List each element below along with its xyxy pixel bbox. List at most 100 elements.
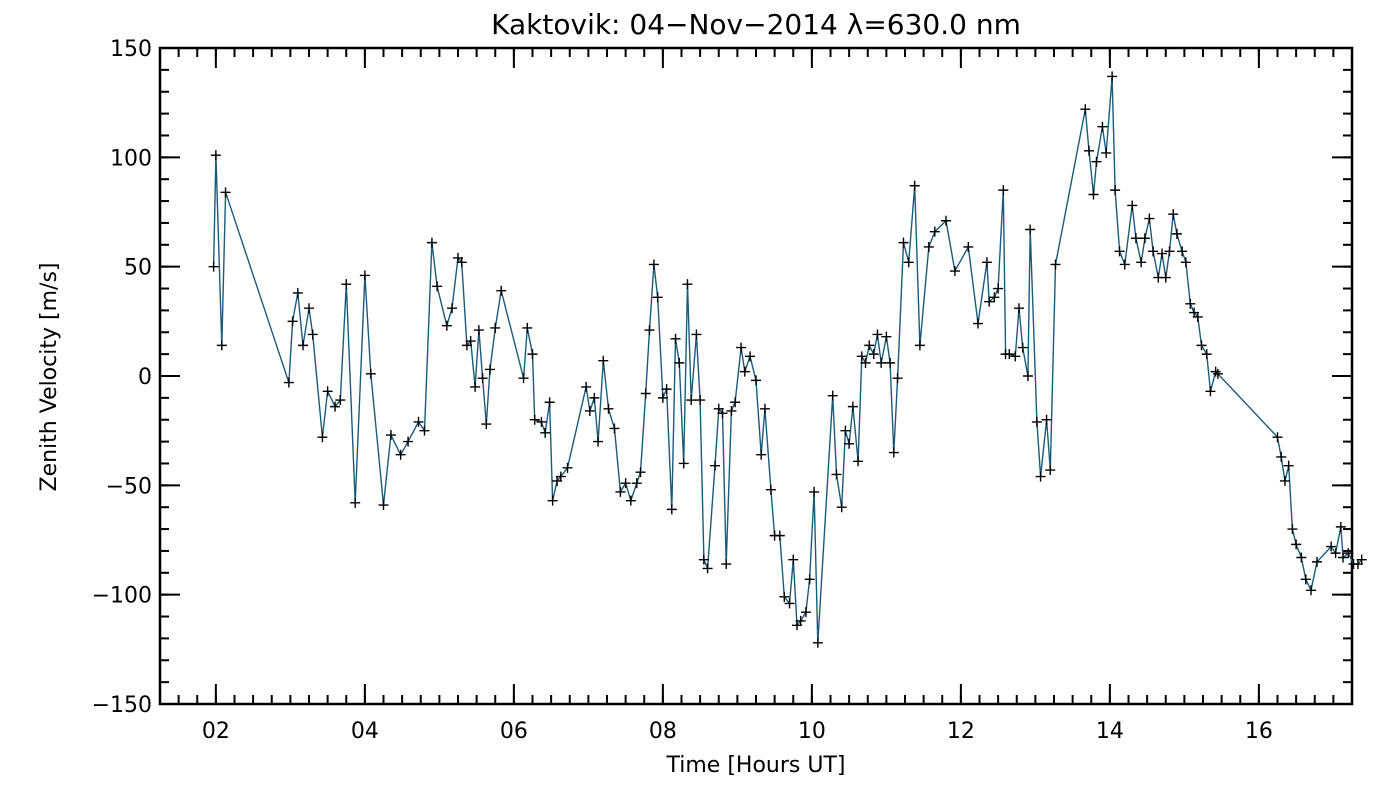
data-point-marker [598, 355, 609, 366]
data-point-marker [1022, 371, 1033, 381]
data-point-marker [1343, 548, 1354, 559]
data-point-marker [581, 381, 592, 392]
data-point-marker [441, 320, 452, 331]
data-point-marker [702, 563, 713, 574]
data-point-marker [635, 467, 646, 478]
data-point-marker [888, 447, 899, 458]
data-point-marker [795, 615, 806, 626]
data-point-marker [518, 373, 529, 384]
data-point-marker [477, 373, 488, 384]
data-point-marker [1356, 554, 1367, 565]
data-point-marker [1013, 303, 1024, 314]
data-point-marker [562, 462, 573, 473]
data-point-marker [691, 329, 702, 340]
data-point-marker [631, 478, 642, 489]
data-point-marker [216, 340, 227, 351]
data-point-marker [456, 257, 467, 268]
data-point-marker [1306, 585, 1317, 596]
data-point-marker [378, 500, 389, 511]
data-point-marker [1210, 366, 1221, 377]
data-point-marker [695, 395, 706, 406]
data-point-marker [698, 554, 709, 565]
data-point-marker [584, 405, 595, 416]
x-tick-label: 06 [500, 719, 528, 744]
data-point-marker [470, 381, 481, 392]
data-point-marker [359, 270, 370, 281]
data-point-marker [784, 598, 795, 609]
data-point-marker [860, 357, 871, 368]
y-axis-label: Zenith Velocity [m/s] [37, 263, 62, 492]
data-point-marker [809, 486, 820, 497]
data-point-marker [1031, 416, 1042, 427]
data-point-marker [522, 322, 533, 333]
data-point-marker [1091, 156, 1102, 167]
x-tick-label: 08 [649, 719, 677, 744]
x-tick-label: 10 [798, 719, 826, 744]
data-point-marker [609, 423, 620, 434]
data-point-marker [1045, 465, 1056, 476]
data-point-marker [1148, 246, 1159, 257]
data-point-marker [1164, 246, 1175, 257]
data-point-marker [1025, 224, 1036, 235]
data-point-marker [1335, 521, 1346, 532]
data-point-marker [973, 318, 984, 329]
data-point-marker [652, 292, 663, 303]
data-point-marker [473, 325, 484, 336]
data-point-marker [1287, 524, 1298, 535]
chart-title: Kaktovik: 04−Nov−2014 λ=630.0 nm [491, 8, 1021, 41]
data-point-marker [774, 530, 785, 541]
data-point-marker [403, 436, 414, 447]
data-point-marker [831, 469, 842, 480]
data-point-marker [1300, 574, 1311, 585]
data-point-marker [485, 364, 496, 375]
series-line [212, 76, 1363, 643]
data-point-marker [432, 281, 443, 292]
data-point-marker [686, 395, 697, 406]
data-point-marker [1330, 548, 1341, 559]
data-point-marker [765, 484, 776, 495]
data-point-marker [1279, 475, 1290, 486]
data-point-marker [330, 401, 341, 412]
data-point-marker [998, 185, 1009, 196]
data-point-marker [490, 322, 501, 333]
data-point-marker [547, 495, 558, 506]
data-point-marker [1130, 233, 1141, 244]
data-point-marker [1157, 248, 1168, 259]
y-tick-label: 150 [110, 37, 152, 62]
x-axis-label: Time [Hours UT] [666, 753, 846, 778]
data-point-marker [1114, 246, 1125, 257]
data-point-marker [1283, 460, 1294, 471]
data-point-marker [1144, 213, 1155, 224]
data-point-marker [898, 237, 909, 248]
data-point-marker [620, 478, 631, 489]
data-point-marker [847, 401, 858, 412]
x-tick-label: 16 [1245, 719, 1273, 744]
y-tick-label: −100 [92, 584, 152, 609]
data-point-marker [555, 471, 566, 482]
data-point-marker [1080, 104, 1091, 115]
data-point-marker [923, 241, 934, 252]
data-point-marker [1107, 71, 1118, 82]
data-point-marker [717, 408, 728, 419]
data-point-marker [1050, 259, 1061, 270]
data-point-marker [1101, 147, 1112, 158]
data-point-marker [710, 460, 721, 471]
data-point-marker [1110, 185, 1121, 196]
data-point-marker [1168, 209, 1179, 220]
data-point-marker [876, 357, 887, 368]
data-point-marker [981, 257, 992, 268]
data-point-marker [730, 397, 741, 408]
data-point-marker [885, 357, 896, 368]
data-point-marker [1291, 539, 1302, 550]
data-point-marker [589, 392, 600, 403]
data-point-marker [678, 458, 689, 469]
data-point-marker [1272, 432, 1283, 443]
data-point-marker [496, 285, 507, 296]
data-point-marker [989, 292, 1000, 303]
data-point-marker [853, 456, 864, 467]
data-point-marker [481, 419, 492, 430]
data-point-marker [1205, 386, 1216, 397]
data-point-marker [1119, 259, 1130, 270]
data-point-marker [1041, 414, 1052, 425]
